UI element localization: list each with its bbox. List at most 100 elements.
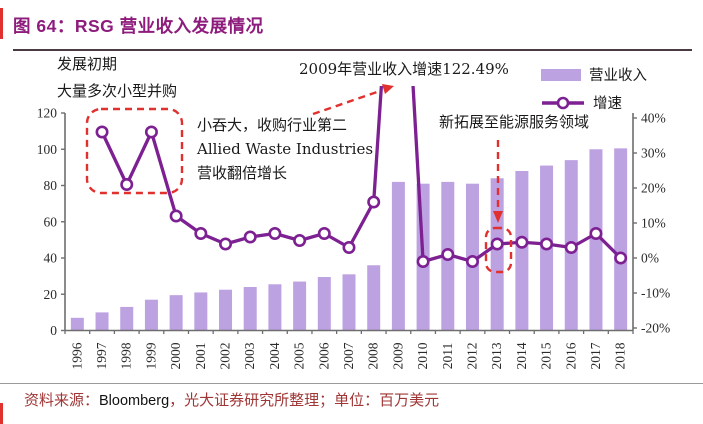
source-value: Bloomberg [99,393,170,409]
growth-marker-2016 [564,241,578,255]
annotation-acquisition-line3: 营收翻倍增长 [197,164,288,182]
annotation-acquisition-line1: 小吞大，收购行业第二 [197,116,348,134]
bar-2009 [391,181,405,331]
axis-tick-label: 40 [44,251,58,266]
revenue-bar-swatch [541,68,581,81]
axis-tick-label: 2000 [168,342,183,369]
axis-tick-label: 120 [37,106,58,121]
axis-tick-label: 2013 [489,342,504,369]
bar-2000 [169,295,183,331]
bar-1999 [144,299,158,331]
bar-2006 [317,277,331,331]
growth-line-swatch [542,96,584,109]
callout-arrow-2009-shaft [312,89,381,116]
axis-tick-label: 2005 [292,342,307,369]
growth-marker-1998 [120,178,134,192]
axis-tick-label: 2006 [316,342,331,369]
axis-tick-label: 30% [641,146,666,161]
bar-2007 [342,274,356,331]
axis-tick-label: 2001 [193,343,208,370]
footer-divider [0,383,703,384]
growth-marker-2007 [342,241,356,255]
left-accent-bar-bottom [0,403,3,424]
axis-tick-label: 1999 [143,342,158,369]
source-label: 资料来源： [24,391,100,409]
growth-marker-2010 [416,254,430,268]
callout-box-2013-energy [484,226,513,274]
axis-tick-label: 2017 [588,342,603,369]
bar-2005 [293,281,307,331]
bar-1996 [70,317,84,331]
axis-tick-label: 10% [641,216,666,231]
axis-tick-label: 100 [37,142,58,157]
axis-tick-label: 2007 [341,342,356,369]
annotation-acquisition-line2: Allied Waste Industries， [197,140,389,158]
axis-tick-label: 2009 [390,342,405,369]
growth-marker-2001 [194,227,208,241]
axis-tick-label: 0% [641,251,659,266]
axis-tick-label: 1997 [94,342,109,369]
source-rest: ，光大证券研究所整理；单位：百万美元 [169,391,440,409]
axis-tick-label: 2012 [464,343,479,370]
bar-1998 [120,306,134,331]
axis-tick-label: 2016 [563,342,578,369]
callout-box-early-acquisitions [85,107,184,195]
growth-line-series [95,86,628,268]
axis-tick-label: 1996 [69,342,84,369]
axis-tick-label: 2010 [415,342,430,369]
legend-item-revenue: 营业收入 [541,64,647,85]
combo-chart: 0 20 40 60 80 100 120 40% 30% 20% 10% 0% -10% -20% 199… [37,84,670,370]
growth-marker-2004 [268,227,282,241]
axis-tick-label: 60 [44,214,58,229]
axis-tick-label: 2014 [514,342,529,369]
growth-marker-2017 [589,227,603,241]
legend-item-growth: 增速 [541,92,647,113]
annotation-early-stage-2: 大量多次小型并购 [57,82,178,100]
growth-marker-2002 [219,237,233,251]
axis-tick-label: -20% [641,321,670,336]
growth-marker-1999 [144,125,158,139]
growth-marker-2011 [441,248,455,262]
callout-arrow-2009-head [382,84,394,94]
growth-marker-2006 [317,227,331,241]
bar-2018 [614,148,628,331]
growth-marker-2015 [540,237,554,251]
growth-marker-2012 [465,254,479,268]
axis-tick-label: 20% [641,181,666,196]
axis-tick-label: 2018 [613,342,628,369]
axis-tick-label: 1998 [119,342,134,369]
growth-line [100,86,622,264]
growth-marker-2005 [293,234,307,248]
axis-tick-label: 2003 [242,342,257,369]
axis-tick-label: -10% [641,286,670,301]
bar-2004 [268,284,282,331]
annotation-energy-expansion: 新拓展至能源服务领域 [439,113,590,131]
bar-1997 [95,312,109,331]
growth-marker-2018 [614,251,628,265]
growth-marker-2013 [490,237,504,251]
axis-tick-label: 0 [50,323,57,338]
growth-marker-2014 [515,235,529,249]
title-divider [13,49,692,51]
axis-tick-label: 2015 [539,342,554,369]
axis-tick-label: 20 [44,287,58,302]
axis-tick-label: 2008 [366,342,381,369]
growth-marker-2003 [243,230,257,244]
legend-label-growth: 增速 [593,96,622,112]
growth-marker-1997 [95,125,109,139]
bar-2003 [243,287,257,331]
axis-tick-label: 40% [641,111,666,126]
growth-marker-2008 [367,195,381,209]
bar-2002 [219,289,233,331]
axis-tick-label: 80 [44,178,58,193]
legend-label-revenue: 营业收入 [589,68,647,84]
figure-title: 图 64：RSG 营业收入发展情况 [13,16,264,36]
bar-2001 [194,292,208,331]
bar-2014 [515,171,529,331]
bar-2008 [367,265,381,331]
left-accent-bar-top [0,8,3,39]
annotation-acquisition: 小吞大，收购行业第二 Allied Waste Industries， 营收翻倍… [197,113,388,185]
axis-tick-label: 2002 [218,343,233,370]
chart-legend: 营业收入 增速 [541,64,647,113]
